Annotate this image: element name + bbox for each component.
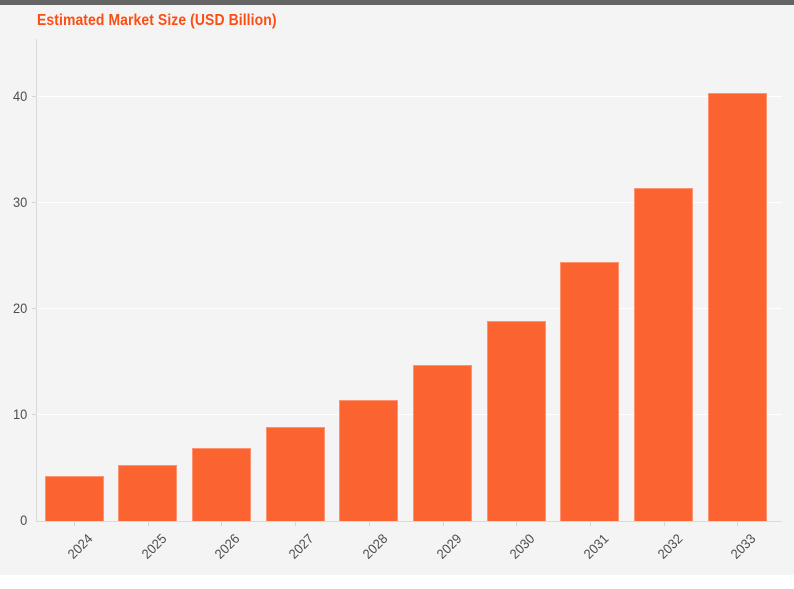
gridline [37, 414, 782, 415]
bar [707, 92, 767, 521]
bar [560, 262, 620, 521]
x-axis-tick [442, 521, 444, 526]
bar [634, 188, 694, 521]
x-axis-tick [589, 521, 591, 526]
x-axis-tick [368, 521, 370, 526]
y-axis-label: 30 [12, 195, 28, 210]
x-axis-tick [74, 521, 75, 526]
chart-canvas: Estimated Market Size (USD Billion) 0 10 2… [0, 0, 794, 575]
bar [44, 476, 104, 521]
x-axis-label: 2027 [285, 531, 317, 562]
y-axis-label: 40 [12, 89, 28, 104]
x-axis-tick [221, 521, 223, 526]
y-axis-label: 20 [12, 301, 28, 316]
y-axis-tick [32, 308, 37, 309]
x-axis-label: 2031 [580, 531, 612, 562]
x-axis-label: 2026 [212, 531, 243, 562]
x-axis-tick [737, 521, 739, 526]
x-axis-label: 2025 [138, 531, 170, 562]
bar [118, 464, 178, 521]
gridline [37, 96, 782, 97]
y-axis-label: 10 [12, 407, 28, 422]
gridline [37, 202, 782, 203]
x-axis-label: 2029 [433, 531, 465, 562]
chart-title: Estimated Market Size (USD Billion) [37, 12, 277, 29]
y-axis-tick [32, 96, 37, 97]
top-strip [0, 0, 794, 5]
x-axis-tick [516, 521, 518, 526]
x-axis-label: 2032 [654, 531, 686, 562]
x-axis-tick [147, 521, 149, 526]
x-axis-label: 2028 [359, 531, 391, 562]
x-axis-label: 2030 [507, 531, 538, 562]
y-axis-tick [32, 202, 37, 203]
x-axis-tick [295, 521, 297, 526]
y-axis-tick [32, 414, 37, 415]
plot-area: 0 10 20 30 40 2024 2025 2026 2027 2028 2029 2030 203… [13, 39, 782, 562]
bar [339, 400, 399, 521]
x-axis-label: 2033 [728, 531, 759, 562]
x-axis-tick [663, 521, 665, 526]
y-axis-label: 0 [20, 513, 28, 528]
bar [265, 426, 325, 521]
gridline [37, 308, 782, 309]
x-axis-label: 2024 [64, 531, 96, 562]
bar [413, 365, 472, 521]
bar [191, 447, 251, 521]
bar [486, 320, 546, 521]
